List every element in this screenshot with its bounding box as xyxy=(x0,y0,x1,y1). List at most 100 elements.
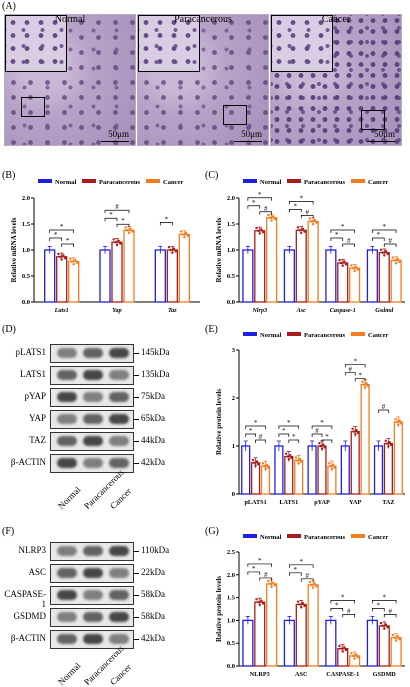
bar xyxy=(340,445,350,495)
bar xyxy=(393,421,403,495)
significance-mark: * xyxy=(249,427,253,435)
significance-bracket xyxy=(289,201,314,205)
blot-kda-label: 58kDa xyxy=(141,589,165,599)
blot-row-label: β-ACTIN xyxy=(10,457,46,467)
significance-bracket xyxy=(383,243,397,247)
data-point xyxy=(296,226,300,229)
data-point xyxy=(389,443,393,447)
blot-band xyxy=(83,436,103,446)
data-point xyxy=(251,458,255,462)
legend-swatch xyxy=(146,179,160,183)
significance-mark: * xyxy=(377,601,381,609)
data-point xyxy=(255,460,259,463)
data-point xyxy=(286,455,289,458)
data-point xyxy=(298,603,301,606)
data-point xyxy=(69,257,72,260)
data-point xyxy=(385,442,389,445)
blot-band xyxy=(83,634,103,644)
y-tick-label: 0 xyxy=(232,491,235,498)
data-point xyxy=(352,430,356,433)
significance-bracket xyxy=(255,439,266,443)
significance-mark: # xyxy=(305,572,309,580)
x-tick-label: NLRP3 xyxy=(250,671,270,678)
data-point xyxy=(172,247,176,250)
legend-swatch xyxy=(351,179,365,183)
data-point xyxy=(354,433,357,436)
data-point xyxy=(393,259,396,262)
blot-kda-label: 58kDa xyxy=(141,611,165,621)
bar xyxy=(378,625,390,667)
x-tick-label: pLATS1 xyxy=(244,499,266,506)
x-tick-label: Gsdmd xyxy=(375,307,394,314)
data-point xyxy=(117,239,120,242)
kda-tick xyxy=(133,353,139,354)
bar xyxy=(274,445,284,495)
kda-tick xyxy=(133,419,139,420)
data-point xyxy=(329,464,332,468)
blot-band xyxy=(83,414,103,424)
data-point xyxy=(362,383,365,386)
blot-kda-label: 75kDa xyxy=(141,391,165,401)
blot-band xyxy=(109,348,129,358)
significance-mark: * xyxy=(300,194,304,202)
significance-bracket xyxy=(289,209,302,213)
x-tick-label: ASC xyxy=(295,671,307,678)
significance-bracket xyxy=(372,237,385,241)
histology-title: Paracancerous xyxy=(174,14,232,25)
bar xyxy=(123,229,135,303)
panel-label-f: (F) xyxy=(2,526,15,537)
chart-c: Normal Paracancerous Cancer 0.0 0.5 1.0 1.5 2.0… xyxy=(215,179,405,314)
significance-mark: * xyxy=(282,427,286,435)
data-point xyxy=(355,429,358,432)
significance-mark: * xyxy=(292,433,296,441)
data-point xyxy=(297,462,300,465)
blot-row-label: CASPASE-1 xyxy=(4,589,46,609)
significance-bracket xyxy=(259,577,272,581)
data-point xyxy=(350,264,353,267)
panel-label-e: (E) xyxy=(205,324,218,335)
significance-bracket xyxy=(372,600,397,604)
significance-mark: # xyxy=(388,607,392,615)
kda-tick xyxy=(133,397,139,398)
legend-label: Cancer xyxy=(368,179,388,186)
western-blot-d: pLATS1 145kDa LATS1 135kDa pYAP 75kDa YAP 65kDa… xyxy=(0,338,205,518)
data-point xyxy=(393,636,396,639)
data-point xyxy=(311,586,315,589)
histology-normal: Normal 50μm xyxy=(4,14,136,146)
bar xyxy=(295,229,307,303)
data-point xyxy=(384,250,388,253)
significance-mark: * xyxy=(377,231,381,239)
y-tick-label: 0.5 xyxy=(227,640,236,647)
data-point xyxy=(318,442,321,445)
blot-row-label: LATS1 xyxy=(19,369,46,379)
histology-cancer: Cancer 50μm xyxy=(270,14,402,146)
blot-row-label: pYAP xyxy=(24,391,46,401)
y-tick-label: 0.0 xyxy=(227,299,235,306)
data-point xyxy=(258,232,261,235)
significance-mark: * xyxy=(335,231,339,239)
data-point xyxy=(257,463,260,466)
bar xyxy=(307,445,317,495)
data-point xyxy=(332,463,335,466)
data-point xyxy=(396,635,399,638)
data-point xyxy=(338,644,341,648)
bar xyxy=(242,249,254,303)
bar xyxy=(295,603,307,667)
legend-swatch xyxy=(287,179,301,183)
legend-label: Normal xyxy=(260,534,281,541)
significance-bracket xyxy=(330,608,344,612)
data-point xyxy=(254,464,257,467)
x-tick-label: Yap xyxy=(112,307,121,314)
significance-bracket xyxy=(104,209,130,214)
blot-band xyxy=(83,392,103,402)
bar xyxy=(266,583,278,667)
data-point xyxy=(127,231,131,235)
data-point xyxy=(339,261,343,265)
data-point xyxy=(383,254,386,257)
blot-band xyxy=(57,370,77,380)
significance-bracket xyxy=(116,223,130,228)
y-tick-label: 2.5 xyxy=(227,549,236,556)
bar xyxy=(241,445,251,495)
panel-label-c: (C) xyxy=(205,170,219,181)
blot-band xyxy=(83,612,103,622)
